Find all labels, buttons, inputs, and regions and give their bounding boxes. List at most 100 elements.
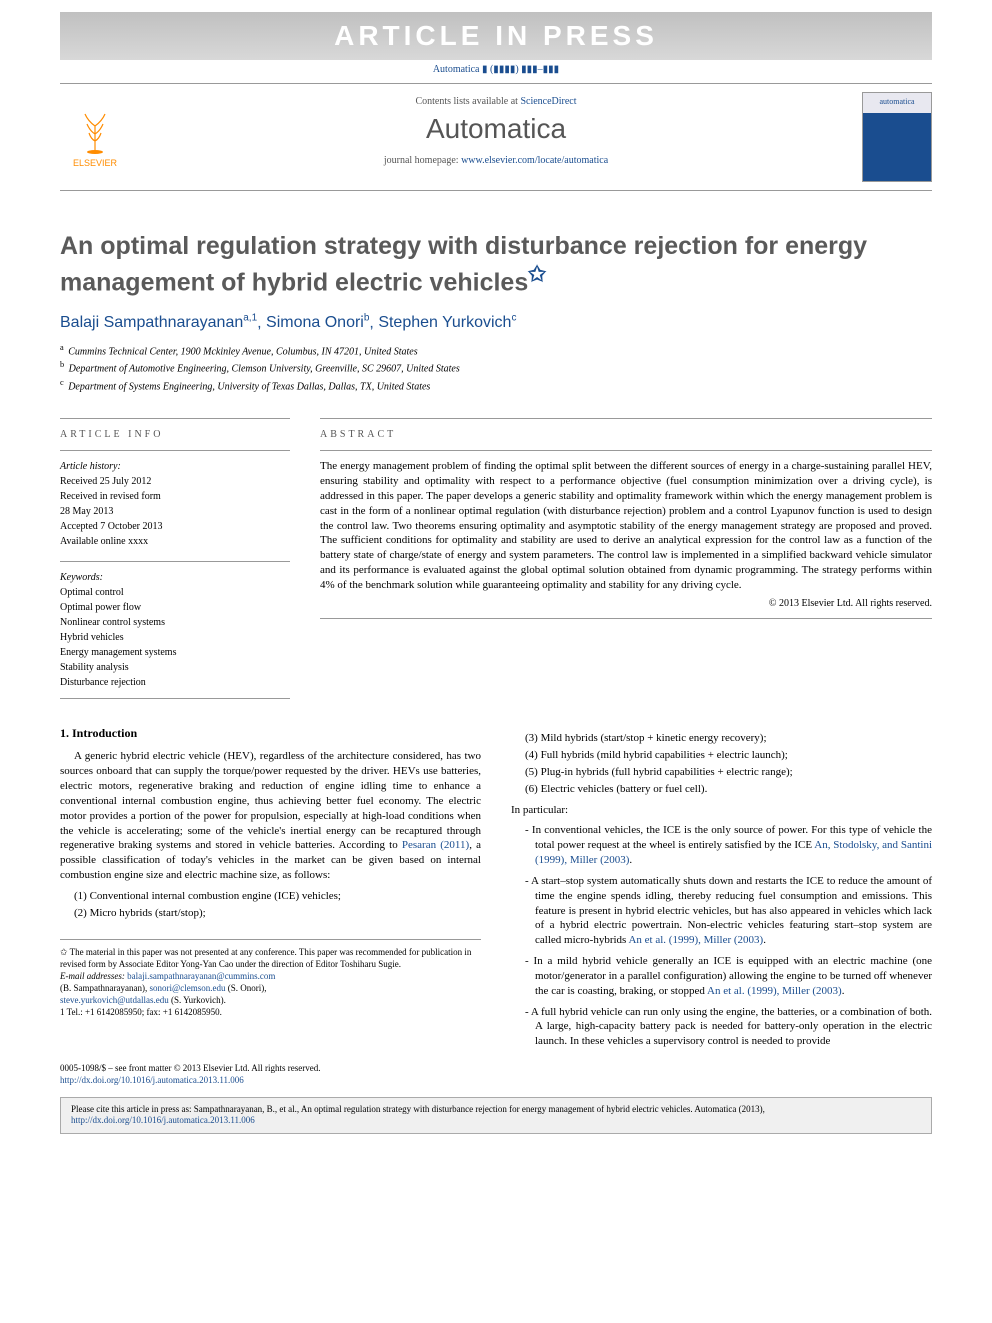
author: Stephen Yurkovichc xyxy=(378,314,516,331)
classification-list-left: (1) Conventional internal combustion eng… xyxy=(74,889,481,921)
affiliation: a Cummins Technical Center, 1900 Mckinle… xyxy=(60,342,932,359)
cite-pre: Please cite this article in press as: Sa… xyxy=(71,1104,765,1114)
keyword: Hybrid vehicles xyxy=(60,630,290,645)
email-link[interactable]: steve.yurkovich@utdallas.edu xyxy=(60,995,169,1005)
aff-sup: b xyxy=(60,360,64,369)
history-revised-date: 28 May 2013 xyxy=(60,504,290,519)
doi-link[interactable]: http://dx.doi.org/10.1016/j.automatica.2… xyxy=(60,1075,244,1085)
title-text: An optimal regulation strategy with dist… xyxy=(60,232,867,297)
ref-link[interactable]: Pesaran (2011) xyxy=(402,839,469,851)
body-columns: 1. Introduction A generic hybrid electri… xyxy=(60,725,932,1055)
abstract-col: ABSTRACT The energy management problem o… xyxy=(320,418,932,699)
aff-text: Department of Automotive Engineering, Cl… xyxy=(69,364,460,375)
elsevier-label: ELSEVIER xyxy=(73,158,117,168)
homepage-link[interactable]: www.elsevier.com/locate/automatica xyxy=(461,155,608,166)
elsevier-tree-icon xyxy=(70,106,120,156)
sep: , xyxy=(369,314,378,331)
keywords-label: Keywords: xyxy=(60,570,290,585)
footnote-star: ✩ The material in this paper was not pre… xyxy=(60,946,481,970)
keyword: Stability analysis xyxy=(60,660,290,675)
email-link[interactable]: sonori@clemson.edu xyxy=(149,983,225,993)
classification-list-right: (3) Mild hybrids (start/stop + kinetic e… xyxy=(525,731,932,796)
affiliations: a Cummins Technical Center, 1900 Mckinle… xyxy=(60,342,932,394)
paper-title: An optimal regulation strategy with dist… xyxy=(60,231,932,299)
list-item: (3) Mild hybrids (start/stop + kinetic e… xyxy=(525,731,932,746)
journal-cover-thumb: automatica xyxy=(862,92,932,182)
email-label: E-mail addresses: xyxy=(60,971,127,981)
aff-sup: a xyxy=(60,343,64,352)
history-online: Available online xxxx xyxy=(60,534,290,549)
bullet-post: . xyxy=(842,985,845,997)
history-accepted: Accepted 7 October 2013 xyxy=(60,519,290,534)
sep: , xyxy=(257,314,266,331)
aff-text: Department of Systems Engineering, Unive… xyxy=(68,381,430,392)
footnotes: ✩ The material in this paper was not pre… xyxy=(60,939,481,1019)
in-particular: In particular: xyxy=(511,803,932,818)
article-in-press-banner: ARTICLE IN PRESS xyxy=(60,12,932,60)
sciencedirect-link[interactable]: ScienceDirect xyxy=(520,96,576,107)
intro-p1: A generic hybrid electric vehicle (HEV),… xyxy=(60,749,481,883)
abstract-label: ABSTRACT xyxy=(320,418,932,440)
bullet-post: . xyxy=(629,854,632,866)
list-item: (5) Plug-in hybrids (full hybrid capabil… xyxy=(525,765,932,780)
list-item: (2) Micro hybrids (start/stop); xyxy=(74,906,481,921)
info-abstract-row: ARTICLE INFO Article history: Received 2… xyxy=(60,418,932,699)
bullet-post: . xyxy=(763,934,766,946)
authors-line: Balaji Sampathnarayanana,1, Simona Onori… xyxy=(60,313,932,332)
keyword: Disturbance rejection xyxy=(60,675,290,690)
journal-reference: Automatica ▮ (▮▮▮▮) ▮▮▮–▮▮▮ xyxy=(0,64,992,75)
author-sup: c xyxy=(511,313,516,324)
abstract-body: The energy management problem of finding… xyxy=(320,460,932,591)
keyword: Optimal power flow xyxy=(60,600,290,615)
history-label: Article history: xyxy=(60,459,290,474)
bullet-item: In conventional vehicles, the ICE is the… xyxy=(525,823,932,868)
contents-prefix: Contents lists available at xyxy=(415,96,520,107)
bullet-item: A full hybrid vehicle can run only using… xyxy=(525,1005,932,1050)
bullet-item: A start–stop system automatically shuts … xyxy=(525,874,932,948)
author-sup: a,1 xyxy=(243,313,257,324)
list-item: (6) Electric vehicles (battery or fuel c… xyxy=(525,782,932,797)
banner-text: ARTICLE IN PRESS xyxy=(334,20,658,51)
footnote-emails: E-mail addresses: balaji.sampathnarayana… xyxy=(60,970,481,1006)
left-column: 1. Introduction A generic hybrid electri… xyxy=(60,725,481,1055)
affiliation: b Department of Automotive Engineering, … xyxy=(60,359,932,376)
journal-center: Contents lists available at ScienceDirec… xyxy=(130,92,862,182)
email-who: (S. Onori), xyxy=(226,983,267,993)
keyword: Energy management systems xyxy=(60,645,290,660)
affiliation: c Department of Systems Engineering, Uni… xyxy=(60,377,932,394)
cite-doi-link[interactable]: http://dx.doi.org/10.1016/j.automatica.2… xyxy=(71,1115,255,1125)
history-revised: Received in revised form xyxy=(60,489,290,504)
right-column: (3) Mild hybrids (start/stop + kinetic e… xyxy=(511,725,932,1055)
author-name: Simona Onori xyxy=(266,314,364,331)
email-who: (S. Yurkovich). xyxy=(169,995,226,1005)
ref-link[interactable]: An et al. (1999), Miller (2003) xyxy=(707,985,842,997)
info-label: ARTICLE INFO xyxy=(60,418,290,440)
aff-text: Cummins Technical Center, 1900 Mckinley … xyxy=(68,346,417,357)
email-who: (B. Sampathnarayanan), xyxy=(60,983,149,993)
intro-heading: 1. Introduction xyxy=(60,725,481,741)
keyword: Optimal control xyxy=(60,585,290,600)
abstract-text: The energy management problem of finding… xyxy=(320,450,932,619)
email-link[interactable]: balaji.sampathnarayanan@cummins.com xyxy=(127,971,275,981)
title-block: An optimal regulation strategy with dist… xyxy=(60,231,932,299)
aff-sup: c xyxy=(60,378,64,387)
history-received: Received 25 July 2012 xyxy=(60,474,290,489)
p1-text: A generic hybrid electric vehicle (HEV),… xyxy=(60,750,481,851)
homepage-prefix: journal homepage: xyxy=(384,155,461,166)
author-name: Stephen Yurkovich xyxy=(378,314,511,331)
history-block: Article history: Received 25 July 2012 R… xyxy=(60,450,290,549)
cover-label: automatica xyxy=(863,93,931,113)
footer-front-matter: 0005-1098/$ – see front matter © 2013 El… xyxy=(60,1063,932,1075)
journal-name: Automatica xyxy=(130,113,862,145)
ref-link[interactable]: An et al. (1999), Miller (2003) xyxy=(628,934,763,946)
keywords-block: Keywords: Optimal control Optimal power … xyxy=(60,561,290,699)
cite-box: Please cite this article in press as: Sa… xyxy=(60,1097,932,1134)
bullet-list: In conventional vehicles, the ICE is the… xyxy=(525,823,932,1049)
homepage-line: journal homepage: www.elsevier.com/locat… xyxy=(130,155,862,166)
bullet-item: In a mild hybrid vehicle generally an IC… xyxy=(525,954,932,999)
copyright: © 2013 Elsevier Ltd. All rights reserved… xyxy=(320,597,932,611)
contents-line: Contents lists available at ScienceDirec… xyxy=(130,96,862,107)
article-info: ARTICLE INFO Article history: Received 2… xyxy=(60,418,290,699)
author: Simona Onorib xyxy=(266,314,369,331)
list-item: (4) Full hybrids (mild hybrid capabiliti… xyxy=(525,748,932,763)
